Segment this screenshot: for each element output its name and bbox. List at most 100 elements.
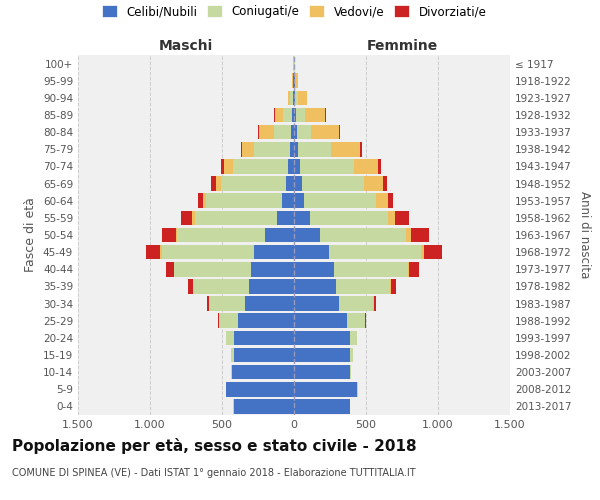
Bar <box>233 159 287 174</box>
Bar <box>232 365 294 380</box>
Bar <box>146 245 160 260</box>
Bar <box>298 90 307 105</box>
Bar <box>233 330 294 345</box>
Bar <box>166 262 174 276</box>
Bar <box>350 330 356 345</box>
Bar <box>254 142 290 156</box>
Bar <box>194 210 277 225</box>
Bar <box>174 262 175 276</box>
Bar <box>209 296 245 311</box>
Y-axis label: Fasce di età: Fasce di età <box>25 198 37 272</box>
Bar <box>215 176 221 191</box>
Bar <box>226 382 294 396</box>
Bar <box>221 176 286 191</box>
Bar <box>354 159 378 174</box>
Bar <box>259 125 274 140</box>
Bar <box>178 228 265 242</box>
Bar <box>274 125 291 140</box>
Bar <box>294 194 304 208</box>
Bar <box>274 108 275 122</box>
Bar <box>221 159 224 174</box>
Bar <box>304 194 376 208</box>
Bar <box>219 314 238 328</box>
Bar <box>383 176 387 191</box>
Bar <box>294 176 302 191</box>
Bar <box>286 176 294 191</box>
Bar <box>292 108 294 122</box>
Bar <box>203 194 206 208</box>
Bar <box>294 296 338 311</box>
Bar <box>395 210 409 225</box>
Bar <box>287 159 294 174</box>
Bar <box>295 90 298 105</box>
Bar <box>350 348 353 362</box>
Bar <box>206 194 283 208</box>
Bar <box>211 176 215 191</box>
Bar <box>242 142 254 156</box>
Bar <box>409 262 419 276</box>
Bar <box>297 125 311 140</box>
Bar <box>294 348 350 362</box>
Bar <box>376 194 388 208</box>
Bar <box>421 245 424 260</box>
Bar <box>294 125 297 140</box>
Bar <box>265 228 294 242</box>
Bar <box>311 125 338 140</box>
Bar <box>161 228 176 242</box>
Bar <box>293 90 294 105</box>
Bar <box>391 279 396 293</box>
Bar <box>305 108 325 122</box>
Bar <box>301 159 354 174</box>
Bar <box>250 279 294 293</box>
Bar <box>298 142 331 156</box>
Text: Femmine: Femmine <box>367 38 437 52</box>
Bar <box>160 245 161 260</box>
Bar <box>360 142 362 156</box>
Bar <box>325 108 326 122</box>
Bar <box>350 365 352 380</box>
Bar <box>226 330 233 345</box>
Bar <box>347 314 365 328</box>
Y-axis label: Anni di nascita: Anni di nascita <box>578 192 591 278</box>
Bar <box>283 194 294 208</box>
Bar <box>275 108 283 122</box>
Bar <box>208 296 209 311</box>
Bar <box>294 74 295 88</box>
Bar <box>294 245 329 260</box>
Bar <box>233 399 294 413</box>
Bar <box>364 176 383 191</box>
Bar <box>193 279 250 293</box>
Bar <box>188 279 193 293</box>
Bar <box>294 159 301 174</box>
Bar <box>331 142 360 156</box>
Bar <box>378 159 381 174</box>
Bar <box>175 262 251 276</box>
Legend: Celibi/Nubili, Coniugati/e, Vedovi/e, Divorziati/e: Celibi/Nubili, Coniugati/e, Vedovi/e, Di… <box>101 5 487 18</box>
Bar <box>254 245 294 260</box>
Bar <box>251 262 294 276</box>
Bar <box>296 108 305 122</box>
Bar <box>338 296 373 311</box>
Bar <box>365 314 366 328</box>
Bar <box>258 125 259 140</box>
Bar <box>424 245 442 260</box>
Bar <box>294 90 295 105</box>
Bar <box>291 125 294 140</box>
Bar <box>329 245 421 260</box>
Text: COMUNE DI SPINEA (VE) - Dati ISTAT 1° gennaio 2018 - Elaborazione TUTTITALIA.IT: COMUNE DI SPINEA (VE) - Dati ISTAT 1° ge… <box>12 468 416 477</box>
Bar <box>320 228 406 242</box>
Bar <box>295 74 298 88</box>
Bar <box>294 228 320 242</box>
Bar <box>294 210 310 225</box>
Bar <box>294 262 334 276</box>
Text: Popolazione per età, sesso e stato civile - 2018: Popolazione per età, sesso e stato civil… <box>12 438 416 454</box>
Bar <box>230 348 233 362</box>
Bar <box>181 210 193 225</box>
Bar <box>290 90 293 105</box>
Bar <box>230 365 232 380</box>
Bar <box>294 142 298 156</box>
Bar <box>410 228 430 242</box>
Text: Maschi: Maschi <box>159 38 213 52</box>
Bar <box>294 330 350 345</box>
Bar <box>338 125 340 140</box>
